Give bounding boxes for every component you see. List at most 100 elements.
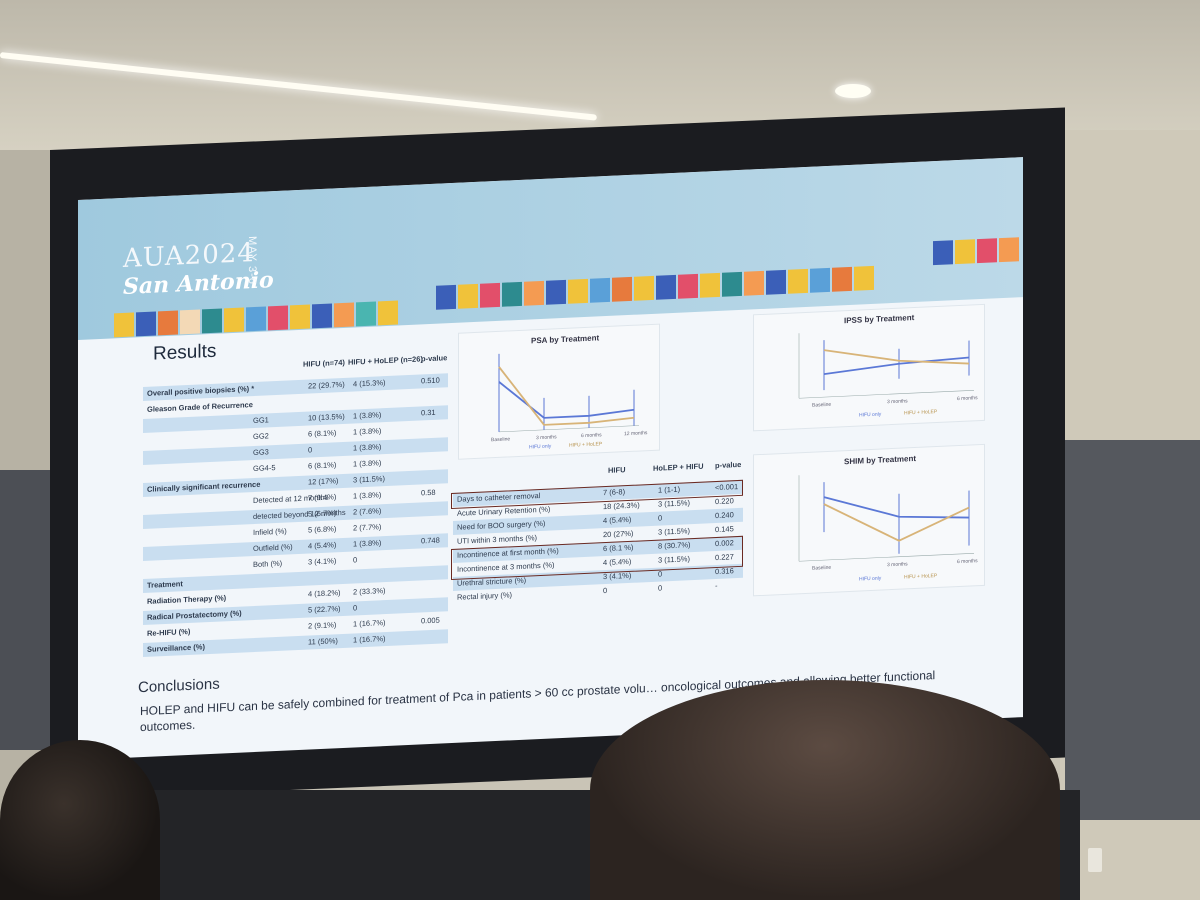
row-label: Clinically significant recurrence xyxy=(147,479,261,494)
cell-value-2: 1 (3.8%) xyxy=(353,426,382,437)
cell-value-1: 11 (50%) xyxy=(308,636,338,647)
cell-value-1: 2 (9.1%) xyxy=(308,620,337,631)
ipss-xtick-2: 6 months xyxy=(957,395,978,403)
row-label: Need for BOO surgery (%) xyxy=(457,518,546,532)
psa-xtick-1: 3 months xyxy=(536,434,557,442)
row-label: Overall positive biopsies (%) * xyxy=(147,384,255,398)
row-label: Radical Prostatectomy (%) xyxy=(147,608,242,622)
cell-value-1: 5 (6.7%) xyxy=(308,508,337,519)
cell-value-2: 1 (16.7%) xyxy=(353,618,386,629)
decorative-pattern-right xyxy=(933,237,1021,266)
cell-p-value: 0.748 xyxy=(421,535,440,546)
speaker-right xyxy=(1065,440,1200,820)
header-p-value: p-value xyxy=(421,353,448,364)
shim-xtick-1: 3 months xyxy=(887,561,908,569)
row-label: Rectal injury (%) xyxy=(457,590,513,602)
cell-value-2: 1 (16.7%) xyxy=(353,634,386,645)
shim-series-hifu-only xyxy=(823,496,970,519)
functional-outcomes-table: HIFU HoLEP + HIFU p-value Days to cathet… xyxy=(451,459,748,623)
ipss-xtick-1: 3 months xyxy=(887,398,908,406)
cell-p-value: 0.31 xyxy=(421,407,436,418)
row-label: GG1 xyxy=(253,415,269,426)
psa-xtick-2: 6 months xyxy=(581,432,602,440)
cell-value-1: 4 (18.2%) xyxy=(308,588,341,599)
shim-series-hifu-holep xyxy=(823,503,970,542)
audience-head-left xyxy=(0,740,160,900)
audience-head-right xyxy=(590,680,1060,900)
cell-value-1: 5 (6.8%) xyxy=(308,524,337,535)
cell-value-2: 3 (11.5%) xyxy=(658,498,690,509)
presentation-slide: AUA2024 San Antonio MAY 3-6 Results HIFU… xyxy=(78,157,1023,761)
cell-p-value: 0.145 xyxy=(715,524,734,535)
psa-series-hifu-holep xyxy=(498,366,635,426)
row-label: GG3 xyxy=(253,447,269,458)
shim-xtick-2: 6 months xyxy=(957,558,978,566)
cell-value-2: 0 xyxy=(353,603,358,613)
shim-legend-hifu-only: HIFU only xyxy=(859,575,882,583)
header-hifu-holep: HIFU + HoLEP (n=26) xyxy=(348,354,423,367)
cell-value-1: 5 (22.7%) xyxy=(308,604,341,615)
wall-switch xyxy=(1088,848,1102,872)
row-label: Treatment xyxy=(147,579,183,590)
row-label: GG4-5 xyxy=(253,463,276,474)
cell-value-2: 1 (3.8%) xyxy=(353,458,382,469)
ipss-legend-hifu-only: HIFU only xyxy=(859,411,882,419)
cell-value-1: 6 (8.1%) xyxy=(308,428,337,439)
cell-value-2: 2 (7.7%) xyxy=(353,522,382,533)
cell-value-2: 1 (3.8%) xyxy=(353,538,382,549)
row-label: Both (%) xyxy=(253,558,283,570)
row-label: Re-HIFU (%) xyxy=(147,626,191,638)
cell-value-2: 2 (33.3%) xyxy=(353,586,386,597)
row-label: Gleason Grade of Recurrence xyxy=(147,400,253,414)
cell-value-1: 18 (24.3%) xyxy=(603,500,640,512)
row-label: Infield (%) xyxy=(253,526,287,538)
header-p-value: p-value xyxy=(715,459,742,471)
cell-value-1: 3 (4.1%) xyxy=(308,556,337,567)
cell-p-value: 0.220 xyxy=(715,496,734,507)
header-hifu: HIFU xyxy=(608,465,626,475)
cell-p-value: 0.240 xyxy=(715,510,734,521)
header-holep-hifu: HoLEP + HIFU xyxy=(653,461,704,473)
row-label: Surveillance (%) xyxy=(147,642,205,654)
cell-value-2: 0 xyxy=(353,555,358,565)
psa-chart-panel: PSA by Treatment Baseline 3 months 6 mon… xyxy=(458,323,660,460)
cell-value-1: 4 (5.4%) xyxy=(603,514,632,526)
cell-value-1: 0 xyxy=(603,585,608,596)
cell-p-value: - xyxy=(715,580,718,591)
ipss-chart xyxy=(798,333,974,399)
row-label: GG2 xyxy=(253,431,269,442)
row-label: Outfield (%) xyxy=(253,542,293,554)
row-label: UTI within 3 months (%) xyxy=(457,533,538,546)
cell-value-2: 1 (3.8%) xyxy=(353,410,382,421)
cell-value-1: 4 (5.4%) xyxy=(308,540,337,551)
cell-value-2: 1 (3.8%) xyxy=(353,442,382,453)
psa-xtick-3: 12 months xyxy=(624,430,648,438)
row-label: Radiation Therapy (%) xyxy=(147,593,227,606)
cell-value-2: 0 xyxy=(658,513,663,523)
cell-p-value: 0.510 xyxy=(421,375,440,386)
header-hifu: HIFU (n=74) xyxy=(303,357,345,369)
psa-series-hifu-only xyxy=(498,381,635,419)
cell-p-value: 0.005 xyxy=(421,615,440,626)
aua-logo-date: MAY 3-6 xyxy=(246,235,258,286)
cell-value-1: 20 (27%) xyxy=(603,528,634,540)
recurrence-outcomes-table: HIFU (n=74) HIFU + HoLEP (n=26) p-value … xyxy=(143,353,453,667)
cell-value-1: 6 (8.1%) xyxy=(308,460,337,471)
psa-chart xyxy=(498,353,639,433)
cell-value-2: 0 xyxy=(658,583,663,593)
ipss-series-hifu-only xyxy=(823,356,970,376)
shim-chart-panel: SHIM by Treatment Baseline 3 months 6 mo… xyxy=(753,443,985,597)
cell-value-2: 3 (11.5%) xyxy=(658,526,690,537)
cell-value-1: 22 (29.7%) xyxy=(308,379,345,391)
cell-value-1: 7 (9.4%) xyxy=(308,492,337,503)
cell-value-2: 2 (7.6%) xyxy=(353,506,382,517)
ipss-xtick-0: Baseline xyxy=(812,401,832,409)
results-heading: Results xyxy=(153,340,217,365)
conclusions-heading: Conclusions xyxy=(138,675,220,697)
speaker-left xyxy=(0,470,52,750)
ipss-chart-panel: IPSS by Treatment Baseline 3 months 6 mo… xyxy=(753,303,985,432)
psa-xtick-0: Baseline xyxy=(491,436,511,444)
psa-legend-hifu-only: HIFU only xyxy=(529,443,552,451)
cell-value-1: 0 xyxy=(308,445,313,455)
cell-value-1: 10 (13.5%) xyxy=(308,411,345,423)
